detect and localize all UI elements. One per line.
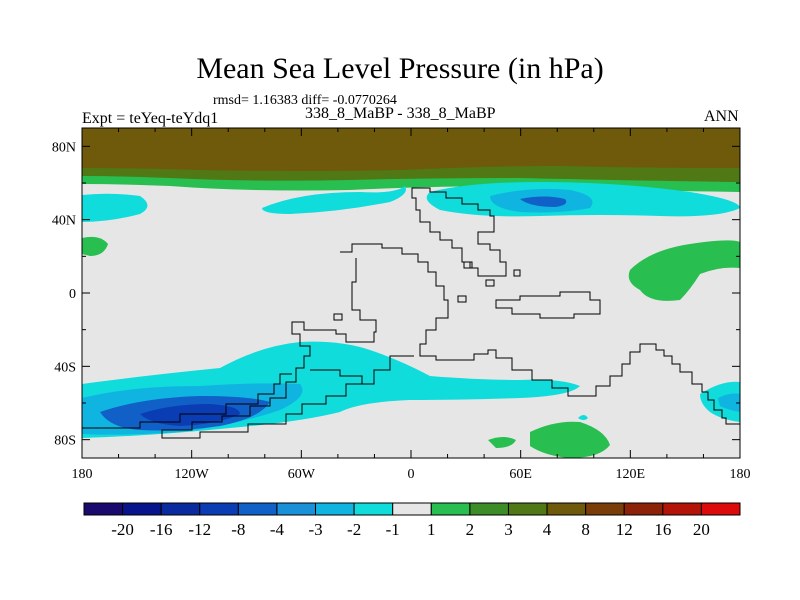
sky-region-south-indian: [718, 393, 740, 412]
navy-region-southern-ocean: [140, 404, 240, 426]
x-tick-label: 60W: [288, 467, 316, 482]
colorbar-box: [507, 502, 548, 516]
x-tick-label: 180: [730, 467, 751, 482]
colorbar-box: [546, 502, 587, 516]
colorbar: -20 -16 -12 -8 -4 -3 -2 -1 1 2 3 4 8 12 16 20: [83, 502, 741, 539]
colorbar-box: [353, 502, 394, 516]
season-label: ANN: [704, 108, 739, 125]
coastlines: [82, 187, 740, 439]
colorbar-label: -12: [188, 520, 211, 539]
blue-region-north-pacific-core: [520, 196, 567, 207]
x-tick-label: 180: [72, 467, 93, 482]
colorbar-box: [160, 502, 201, 516]
x-axis: 180 120W 60W 0 60E 120E 180: [72, 128, 751, 482]
green-region-dateline: [82, 236, 108, 256]
cyan-region-north-atlantic: [262, 186, 406, 214]
colorbar-label: 1: [427, 520, 436, 539]
green-region-antarctic-small: [488, 437, 516, 448]
colorbar-label: -3: [308, 520, 322, 539]
colorbar-label: -2: [347, 520, 361, 539]
colorbar-label: 4: [543, 520, 552, 539]
y-axis: 80N 40N 0 40S 80S: [52, 140, 740, 449]
y-tick-label: 80N: [52, 140, 76, 155]
colorbar-box: [585, 502, 625, 516]
colorbar-label: -20: [111, 520, 134, 539]
stats-text: rmsd= 1.16383 diff= -0.0770264: [213, 93, 397, 108]
cyan-region-antarctic-speck: [578, 415, 588, 420]
coastline-island-4: [333, 313, 343, 321]
y-tick-label: 40N: [52, 214, 76, 229]
coastline-gondwana-west: [161, 258, 414, 439]
colorbar-box: [276, 502, 317, 516]
y-tick-label: 40S: [54, 360, 76, 375]
x-tick-label: 120W: [175, 467, 210, 482]
chart-title: Mean Sea Level Pressure (in hPa): [196, 52, 604, 85]
colorbar-box: [83, 502, 124, 516]
brown-band-north-contour: [82, 128, 740, 171]
x-tick-label: 0: [408, 467, 415, 482]
colorbar-label: -1: [386, 520, 400, 539]
y-tick-label: 80S: [54, 434, 76, 449]
x-tick-label: 120E: [616, 467, 646, 482]
coastline-south-interior: [310, 369, 363, 384]
map-panel: [82, 128, 740, 458]
coastline-south-lobe: [82, 373, 292, 429]
coastline-island-5: [513, 269, 521, 277]
colorbar-box: [623, 502, 664, 516]
colorbar-box: [700, 502, 741, 516]
x-tick-label: 60E: [509, 467, 532, 482]
colorbar-box: [122, 502, 162, 516]
cyan-region-north-pacific-west: [82, 193, 148, 222]
colorbar-box: [430, 502, 471, 516]
colorbar-label: 16: [654, 520, 671, 539]
colorbar-label: -8: [231, 520, 245, 539]
colorbar-box: [237, 502, 278, 516]
green-region-antarctic: [530, 421, 610, 458]
colorbar-box: [662, 502, 702, 516]
coastline-island-3: [457, 295, 467, 303]
colorbar-label: -4: [270, 520, 285, 539]
colorbar-label: -16: [150, 520, 173, 539]
coastline-island-1: [463, 261, 473, 269]
experiment-label: Expt = teYeq-teYdq1: [82, 110, 219, 127]
colorbar-label: 8: [581, 520, 590, 539]
colorbar-box: [469, 502, 509, 516]
coastline-island-2: [485, 279, 495, 287]
colorbar-label: 3: [504, 520, 513, 539]
colorbar-box: [199, 502, 239, 516]
green-region-west-pacific: [628, 240, 740, 301]
colorbar-label: 20: [693, 520, 710, 539]
chart-subtitle: 338_8_MaBP - 338_8_MaBP: [305, 105, 496, 122]
coastline-east-block: [495, 291, 601, 319]
colorbar-label: 12: [616, 520, 633, 539]
coastline-north-continent: [411, 187, 507, 277]
colorbar-box: [392, 502, 432, 516]
coastline-gondwana: [340, 243, 740, 425]
colorbar-label: 2: [466, 520, 475, 539]
colorbar-box: [315, 502, 355, 516]
y-tick-label: 0: [69, 287, 76, 302]
